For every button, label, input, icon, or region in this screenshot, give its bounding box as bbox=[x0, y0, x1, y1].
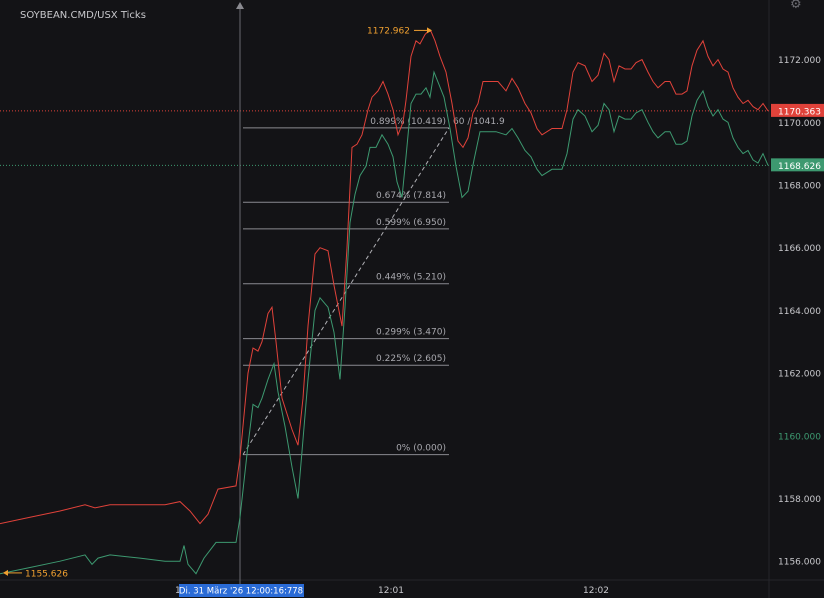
y-tick-label: 1156.000 bbox=[778, 558, 821, 568]
fib-extra-label: 60 / 1041.9 bbox=[453, 117, 505, 127]
y-tick-label: 1172.000 bbox=[778, 56, 821, 66]
fib-level-label: 0.674% (7.814) bbox=[376, 191, 446, 201]
ask-price-badge bbox=[771, 103, 824, 117]
x-tick-label: 12:01 bbox=[378, 586, 404, 596]
y-tick-label: 1168.000 bbox=[778, 181, 821, 191]
bid-price-badge bbox=[771, 158, 824, 172]
bid-price-label: 1168.626 bbox=[778, 162, 821, 172]
x-tick-label: 12:02 bbox=[583, 586, 609, 596]
y-tick-label: 1164.000 bbox=[778, 307, 821, 317]
bid-series-line bbox=[0, 70, 769, 575]
y-tick-label: 1162.000 bbox=[778, 370, 821, 380]
fib-level-label: 0.299% (3.470) bbox=[376, 328, 446, 338]
fib-level-label: 0.599% (6.950) bbox=[376, 218, 446, 228]
cursor-arrow-up-icon bbox=[236, 2, 244, 9]
ask-series-line bbox=[0, 30, 769, 525]
chart-title: SOYBEAN.CMD/USX Ticks bbox=[20, 10, 146, 21]
high-marker-arrow-icon bbox=[427, 27, 432, 34]
y-tick-label: 1158.000 bbox=[778, 495, 821, 505]
cursor-time-badge bbox=[179, 584, 304, 597]
fib-level-label: 0.899% (10.419) bbox=[370, 117, 446, 127]
fib-level-label: 0.225% (2.605) bbox=[376, 354, 446, 364]
gear-icon[interactable]: ⚙ bbox=[790, 0, 802, 12]
low-marker-arrow-icon bbox=[3, 569, 8, 576]
fib-trend-line[interactable] bbox=[242, 127, 450, 455]
cursor-time-label: Di. 31 März '26 12:00:16:778 bbox=[179, 587, 303, 597]
y-tick-label: 1170.000 bbox=[778, 119, 821, 129]
high-marker-label: 1172.962 bbox=[367, 26, 410, 36]
y-tick-label: 1166.000 bbox=[778, 244, 821, 254]
ask-price-label: 1170.363 bbox=[778, 107, 821, 117]
fib-level-label: 0.449% (5.210) bbox=[376, 273, 446, 283]
y-tick-label: 1160.000 bbox=[778, 432, 821, 442]
low-marker-label: 1155.626 bbox=[25, 569, 68, 579]
x-tick-label: 1 bbox=[175, 586, 181, 596]
fib-level-label: 0% (0.000) bbox=[396, 444, 446, 454]
